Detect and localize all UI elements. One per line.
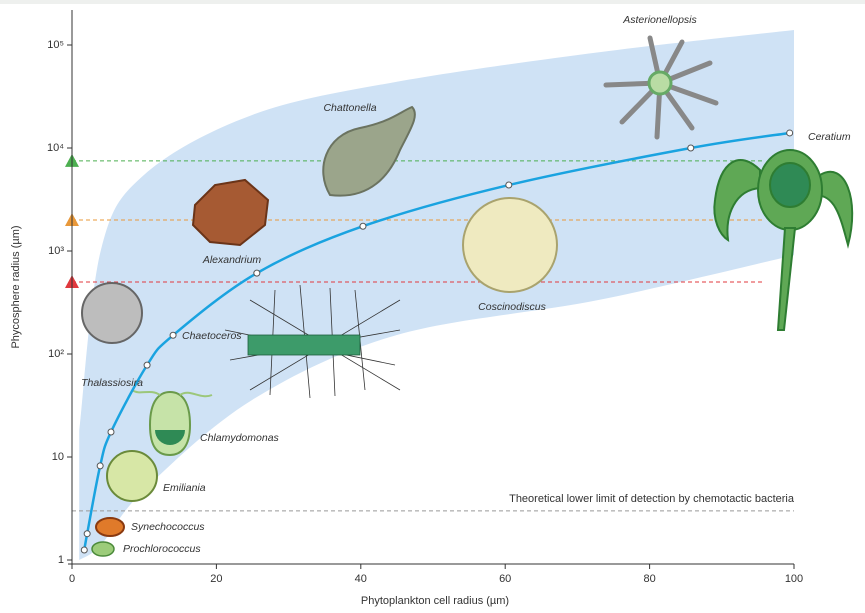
thalassiosira [81, 282, 143, 344]
data-point [83, 530, 91, 538]
organism-label: Emiliania [163, 482, 206, 494]
organism-label: Ceratium [808, 131, 851, 143]
organism-label: Asterionellopsis [622, 14, 697, 26]
emiliania [106, 450, 158, 502]
y-axis-title: Phycosphere radius (µm) [10, 225, 22, 348]
organism-label: Chaetoceros [182, 330, 242, 342]
alexandrium [191, 178, 270, 247]
y-tick-label: 10⁴ [47, 142, 64, 154]
organism-label: Prochlorococcus [123, 543, 201, 555]
x-tick-label: 40 [355, 573, 367, 585]
top-strip [0, 0, 865, 4]
illustrations [81, 35, 854, 557]
detection-limit-label: Theoretical lower limit of detection by … [509, 493, 795, 505]
x-axis-title: Phytoplankton cell radius (µm) [361, 595, 509, 607]
y-tick-label: 10² [48, 348, 64, 360]
prochlorococcus [91, 541, 115, 557]
data-point [107, 428, 115, 436]
data-point [143, 361, 151, 369]
data-point [359, 222, 367, 230]
y-tick-label: 10⁵ [47, 39, 64, 51]
x-tick-label: 60 [499, 573, 511, 585]
data-point [96, 462, 104, 470]
chattonella [322, 105, 416, 197]
synechococcus [95, 517, 125, 537]
data-point [253, 269, 261, 277]
x-tick-label: 0 [69, 573, 75, 585]
asterionellopsis [603, 35, 719, 140]
organism-label: Coscinodiscus [478, 301, 546, 313]
x-tick-label: 20 [210, 573, 222, 585]
organism-label: Alexandrium [202, 254, 262, 266]
y-tick-label: 1 [58, 554, 64, 566]
axis-layer: 1 10 10² 10³ 10⁴ 10⁵ 0 20 40 60 80 100 [47, 10, 803, 585]
coscinodiscus [462, 197, 558, 293]
x-tick-label: 100 [785, 573, 803, 585]
data-point [169, 331, 177, 339]
ceratium [713, 149, 854, 331]
data-point [80, 546, 88, 554]
organism-label: Chlamydomonas [200, 432, 280, 444]
data-point [505, 181, 513, 189]
organism-label: Synechococcus [131, 521, 205, 533]
data-point [786, 129, 794, 137]
y-tick-label: 10 [52, 451, 64, 463]
y-tick-label: 10³ [48, 245, 64, 257]
organism-label: Thalassiosira [81, 377, 143, 389]
curve-layer: Asterionellopsis Chattonella Ceratium Alexa… [80, 14, 851, 555]
data-point [687, 144, 695, 152]
chlamydomonas [131, 389, 213, 457]
chaetoceros [224, 284, 401, 399]
x-tick-label: 80 [643, 573, 655, 585]
organism-label: Chattonella [323, 102, 376, 114]
